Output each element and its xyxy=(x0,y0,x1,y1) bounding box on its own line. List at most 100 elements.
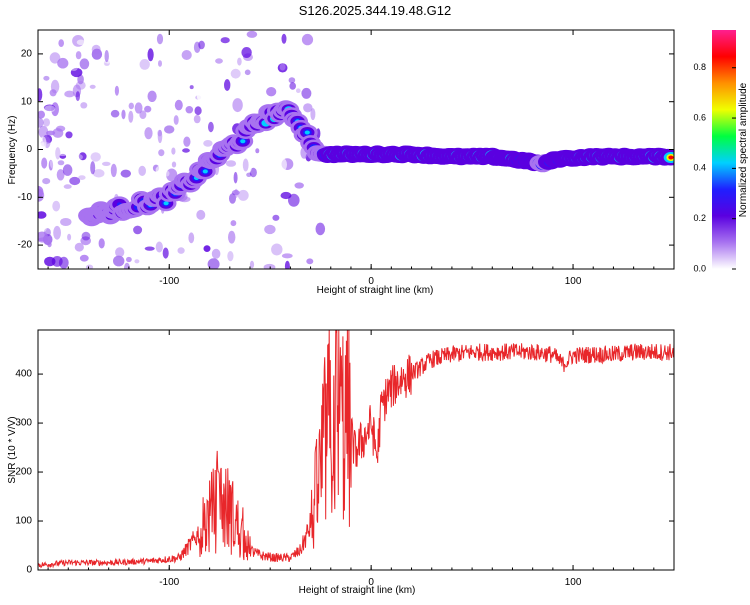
noise-blob xyxy=(144,246,155,251)
noise-blob xyxy=(89,30,96,39)
noise-blob xyxy=(196,90,204,102)
noise-blob xyxy=(233,171,238,184)
spectrogram-y-axis-label: Frequency (Hz) xyxy=(7,116,18,185)
snr-panel: -100 0 100 0 100 200 300 400 Height of straight… xyxy=(7,329,675,596)
noise-blob xyxy=(38,77,45,89)
snr-x-tick-label: 100 xyxy=(565,577,582,588)
noise-blob xyxy=(69,63,79,71)
noise-blob xyxy=(246,158,252,173)
noise-blob xyxy=(211,248,221,259)
noise-blob xyxy=(290,227,298,236)
noise-blob xyxy=(79,254,89,262)
noise-blob xyxy=(62,164,73,176)
noise-blob xyxy=(90,152,101,162)
noise-blob xyxy=(44,256,56,267)
noise-blob xyxy=(241,47,252,58)
noise-blob xyxy=(43,75,50,81)
figure-title: S126.2025.344.19.48.G12 xyxy=(299,3,452,18)
colorbar: 0.0 0.2 0.4 0.6 0.8 Normalized spectral ampl… xyxy=(693,30,749,273)
noise-blob xyxy=(85,264,94,269)
spectrogram-x-axis-label: Height of straight line (km) xyxy=(317,285,434,296)
noise-blob xyxy=(134,102,143,114)
noise-blob xyxy=(72,153,83,161)
noise-blob xyxy=(76,59,87,68)
noise-blob xyxy=(244,69,251,76)
snr-y-axis-label: SNR (10 * V/V) xyxy=(7,416,18,483)
noise-blob xyxy=(48,65,53,77)
noise-blob xyxy=(38,53,45,65)
noise-blob xyxy=(281,33,287,44)
noise-blob xyxy=(279,63,286,71)
noise-blob xyxy=(303,103,313,113)
spectrogram-y-tick-label: 0 xyxy=(26,144,32,155)
noise-blob xyxy=(99,94,106,104)
spectrogram-y-tick-label: -20 xyxy=(18,240,33,251)
noise-blob xyxy=(301,33,314,46)
noise-blob xyxy=(169,49,174,56)
noise-blob xyxy=(171,161,177,168)
noise-blob xyxy=(220,37,230,44)
noise-blob xyxy=(242,158,249,172)
noise-blob xyxy=(173,115,179,125)
noise-blob xyxy=(75,81,86,90)
ridge-mark xyxy=(163,201,169,206)
noise-blob xyxy=(91,44,101,55)
noise-blob xyxy=(139,110,147,119)
noise-blob xyxy=(183,206,189,214)
noise-blob xyxy=(125,256,132,263)
noise-blob xyxy=(56,125,66,132)
noise-blob xyxy=(80,236,91,246)
noise-blob xyxy=(272,214,280,221)
snr-y-tick-label: 200 xyxy=(15,467,32,478)
noise-blob xyxy=(183,136,191,147)
noise-blob xyxy=(229,193,236,204)
colorbar-ticks: 0.0 0.2 0.4 0.6 0.8 xyxy=(693,62,736,273)
noise-blob xyxy=(49,89,57,97)
noise-blob xyxy=(104,50,109,63)
noise-blob xyxy=(79,58,90,70)
noise-blob xyxy=(192,259,203,269)
noise-blob xyxy=(65,131,73,139)
noise-blob xyxy=(38,56,48,61)
noise-blob xyxy=(263,263,276,269)
spectrogram-y-tick-label: 20 xyxy=(21,49,33,60)
noise-blob xyxy=(163,97,172,107)
noise-blob xyxy=(38,79,44,85)
noise-blob xyxy=(162,247,169,259)
noise-blob xyxy=(75,51,82,60)
noise-blob xyxy=(246,30,258,38)
noise-blob xyxy=(43,104,56,112)
noise-blob xyxy=(77,74,84,85)
noise-blob xyxy=(237,57,242,66)
noise-blob xyxy=(156,33,164,45)
noise-blob xyxy=(67,233,72,241)
noise-blob xyxy=(260,61,269,73)
noise-blob xyxy=(294,182,304,189)
noise-blob xyxy=(58,39,64,47)
noise-blob xyxy=(48,159,54,171)
noise-blob xyxy=(53,225,61,240)
noise-blob xyxy=(96,113,107,120)
noise-blob xyxy=(52,200,61,212)
noise-blob xyxy=(177,247,185,254)
spectrogram-y-tick-label: 10 xyxy=(21,96,33,107)
noise-blob xyxy=(256,216,261,225)
noise-blob xyxy=(193,114,201,124)
noise-blob xyxy=(204,230,212,243)
noise-blob xyxy=(47,241,52,248)
snr-frame xyxy=(37,329,675,571)
noise-blob xyxy=(144,105,152,113)
spectrogram-heatmap xyxy=(38,30,674,269)
noise-blob xyxy=(301,87,312,99)
noise-blob xyxy=(49,156,61,170)
snr-x-tick-label: 0 xyxy=(368,577,374,588)
noise-blob xyxy=(225,160,237,167)
noise-blob xyxy=(168,66,180,71)
noise-blob xyxy=(40,41,47,50)
noise-blob xyxy=(128,102,134,110)
noise-blob xyxy=(215,176,226,190)
noise-blob xyxy=(110,163,117,178)
noise-blob xyxy=(181,124,186,131)
noise-blob xyxy=(239,180,248,188)
